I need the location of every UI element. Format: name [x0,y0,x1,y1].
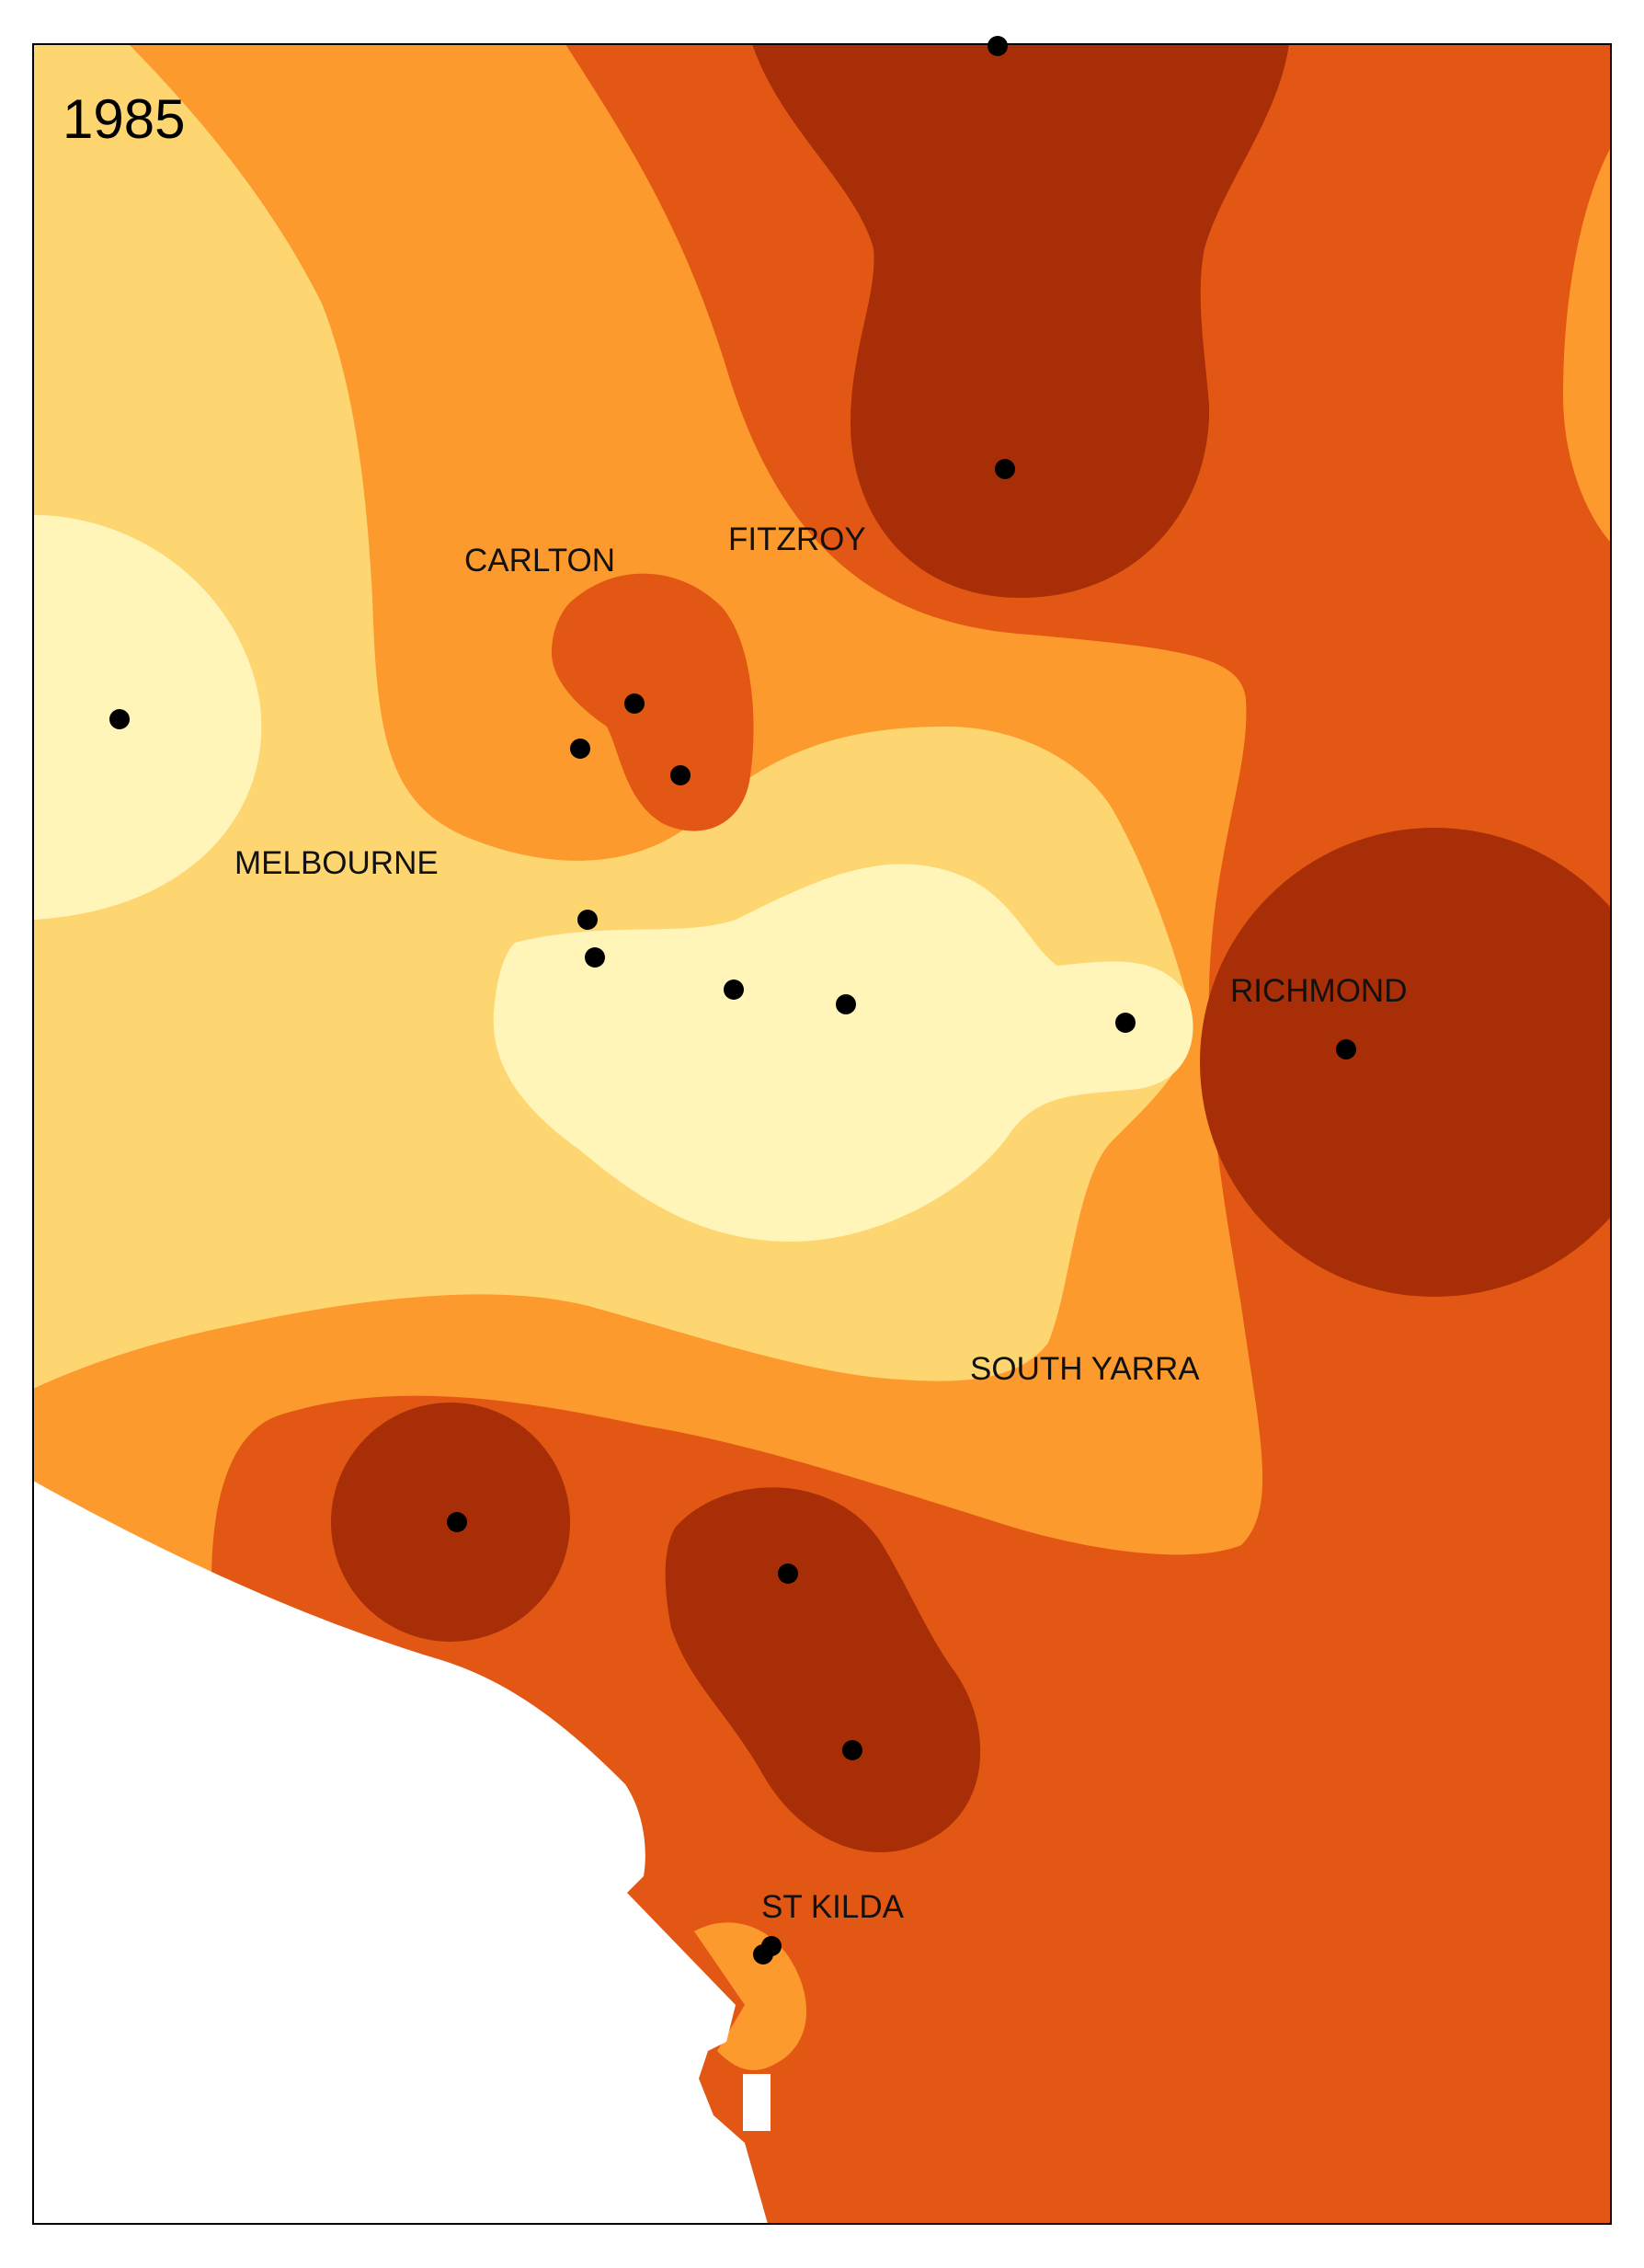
sample-point [724,979,744,1000]
sample-point [1336,1039,1356,1060]
sample-point [836,994,856,1014]
sample-point [753,1944,773,1964]
sample-points [109,36,1356,1964]
place-label-st-kilda: ST KILDA [761,1889,905,1925]
sample-point [624,693,645,714]
sample-point [585,947,605,968]
zone-level-5-north [752,44,1289,598]
zone-level-3-stkilda [694,1922,806,2070]
map-frame [32,43,1612,2225]
zone-level-5-south [665,1487,981,1853]
water-inlet [743,2074,771,2131]
water-bay [33,1481,768,2224]
zone-level-3-east [1563,147,1611,543]
sample-point [447,1512,467,1532]
zone-level-5-richmond [1200,828,1611,1297]
sample-point [109,709,130,729]
place-label-melbourne: MELBOURNE [234,845,439,881]
sample-point [842,1740,862,1760]
sample-point [988,36,1008,56]
sample-point [778,1564,798,1584]
year-label: 1985 [63,88,185,150]
sample-point [995,459,1015,479]
zone-level-1-west [33,515,262,920]
sample-point [577,910,598,930]
map-surface [33,44,1611,2224]
sample-point [1115,1013,1136,1033]
place-labels: CARLTON FITZROY MELBOURNE RICHMOND SOUTH… [234,521,1407,1925]
place-label-south-yarra: SOUTH YARRA [970,1351,1200,1387]
zone-level-1-central [493,864,1193,1242]
place-label-fitzroy: FITZROY [728,521,866,557]
place-label-richmond: RICHMOND [1230,973,1407,1009]
place-label-carlton: CARLTON [464,543,615,578]
zone-level-4-carlton [552,573,754,831]
sample-point [570,739,590,759]
sample-point [670,765,691,785]
